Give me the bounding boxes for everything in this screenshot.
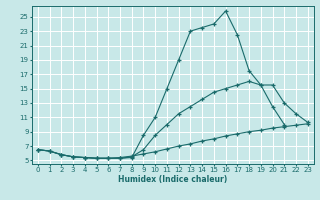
X-axis label: Humidex (Indice chaleur): Humidex (Indice chaleur) [118, 175, 228, 184]
